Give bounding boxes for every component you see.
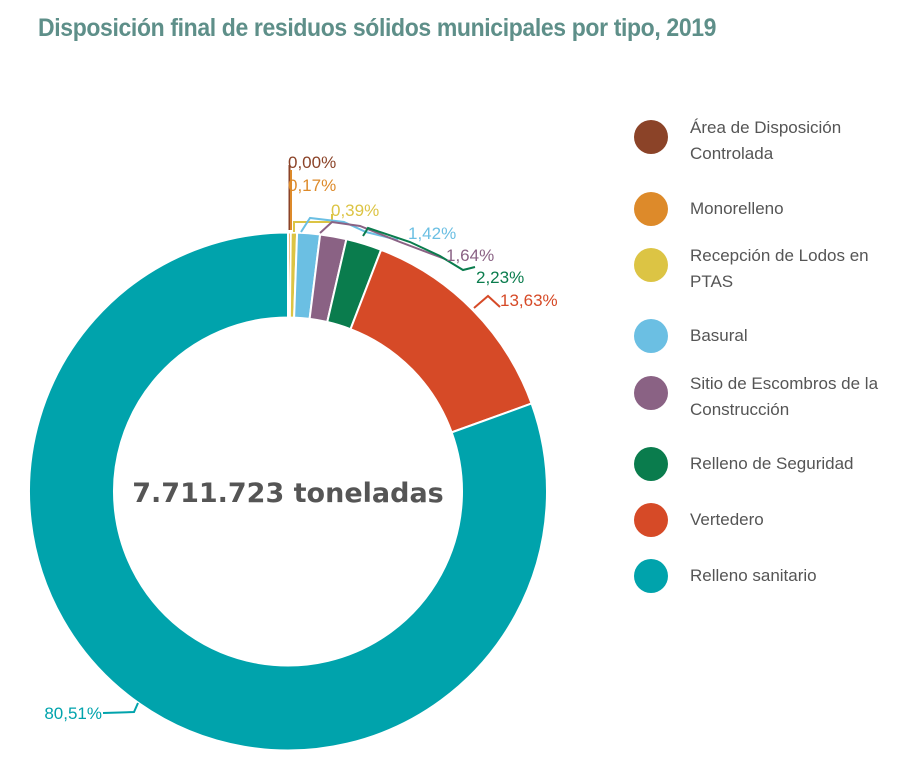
legend-dot-icon xyxy=(634,319,668,353)
donut-chart: 0,00% 0,17% 0,39% 1,42% 1,64% 2,23% 13,63% 80,5… xyxy=(28,153,558,752)
leader-lines xyxy=(102,165,501,714)
legend-dot-icon xyxy=(634,559,668,593)
legend-label-line: Construcción xyxy=(690,400,790,419)
legend-dot-icon xyxy=(634,248,668,282)
legend-label: Basural xyxy=(690,323,900,349)
legend-label-line: Área de Disposición xyxy=(690,118,842,137)
legend-label-line: Basural xyxy=(690,326,748,345)
percent-label-relleno-sanitario: 80,51% xyxy=(44,704,102,723)
legend-label-line: Vertedero xyxy=(690,510,764,529)
legend-label-line: Monorelleno xyxy=(690,199,784,218)
legend-item-relleno-de-seguridad: Relleno de Seguridad xyxy=(634,447,900,481)
leader-line-sitio-de-escombros-de-la-construccion xyxy=(319,220,446,260)
legend-label: Monorelleno xyxy=(690,196,900,222)
legend-dot-icon xyxy=(634,376,668,410)
legend-item-basural: Basural xyxy=(634,319,900,353)
legend-item-relleno-sanitario: Relleno sanitario xyxy=(634,559,900,593)
leader-line-vertedero xyxy=(473,294,501,309)
legend-label: Recepción de Lodos en PTAS xyxy=(690,243,900,295)
chart-title: Disposición final de residuos sólidos mu… xyxy=(38,14,717,42)
percent-label-vertedero: 13,63% xyxy=(500,291,558,310)
percent-label-sitio-de-escombros-de-la-construccion: 1,64% xyxy=(446,246,494,265)
legend-dot-icon xyxy=(634,447,668,481)
legend-label: Área de Disposición Controlada xyxy=(690,115,900,167)
center-total-label: 7.711.723 toneladas xyxy=(132,478,444,509)
percent-label-basural: 1,42% xyxy=(408,224,456,243)
legend-label-line: Sitio de Escombros de la xyxy=(690,374,879,393)
percent-label-recepcion-de-lodos-en-ptas: 0,39% xyxy=(331,201,379,220)
legend-dot-icon xyxy=(634,503,668,537)
legend-item-sitio-de-escombros-de-la-construccion: Sitio de Escombros de la Construcción xyxy=(634,374,900,419)
legend-item-vertedero: Vertedero xyxy=(634,503,900,537)
donut-slices xyxy=(28,231,548,752)
legend-label-line: Relleno de Seguridad xyxy=(690,454,854,473)
legend-label-line: Relleno sanitario xyxy=(690,566,817,585)
legend-label: Vertedero xyxy=(690,507,900,533)
leader-line-relleno-de-seguridad xyxy=(362,226,476,272)
leader-line-relleno-sanitario xyxy=(102,702,139,714)
legend-item-area-de-disposicion-controlada: Área de Disposición Controlada xyxy=(634,118,900,163)
legend-label: Sitio de Escombros de la Construcción xyxy=(690,371,900,423)
legend-item-recepcion-de-lodos-en-ptas: Recepción de Lodos en PTAS xyxy=(634,246,900,291)
leader-line-recepcion-de-lodos-en-ptas xyxy=(293,214,333,232)
legend-item-monorelleno: Monorelleno xyxy=(634,192,900,226)
legend-dot-icon xyxy=(634,120,668,154)
percent-label-monorelleno: 0,17% xyxy=(288,176,336,195)
legend-label: Relleno de Seguridad xyxy=(690,451,900,477)
percent-label-area-de-disposicion-controlada: 0,00% xyxy=(288,153,336,172)
leader-line-basural xyxy=(300,216,399,241)
legend-label-line: Controlada xyxy=(690,144,774,163)
legend-dot-icon xyxy=(634,192,668,226)
percent-label-relleno-de-seguridad: 2,23% xyxy=(476,268,524,287)
legend-label: Relleno sanitario xyxy=(690,563,900,589)
percent-labels: 0,00% 0,17% 0,39% 1,42% 1,64% 2,23% 13,63% 80,5… xyxy=(44,153,557,723)
legend-label-line: Recepción de Lodos en xyxy=(690,246,869,265)
legend-label-line: PTAS xyxy=(690,272,734,291)
slice-relleno-sanitario xyxy=(28,231,548,752)
